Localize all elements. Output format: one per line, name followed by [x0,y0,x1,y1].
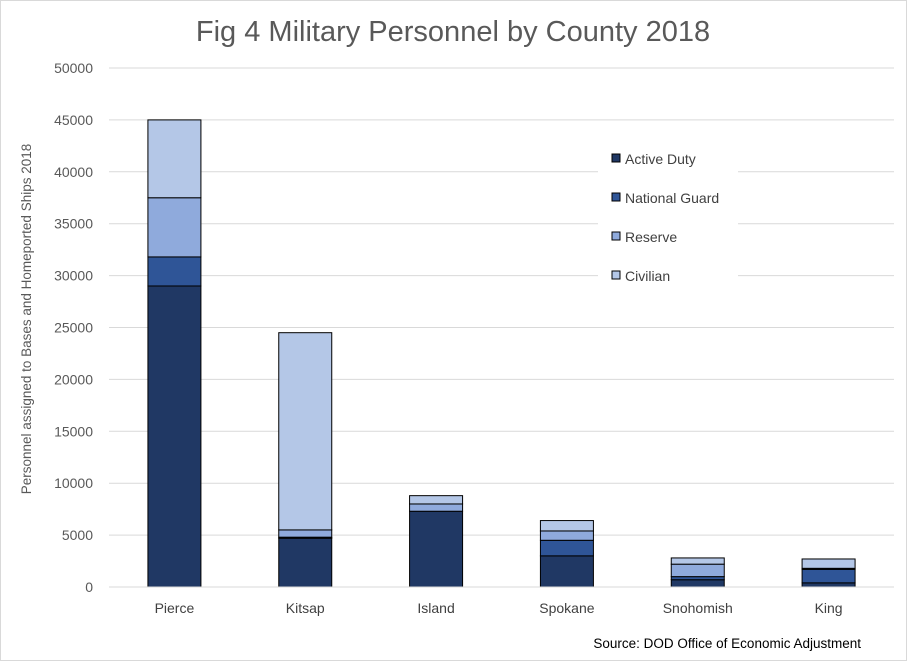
chart-title: Fig 4 Military Personnel by County 2018 [196,16,710,48]
bar-kitsap-civilian [278,332,333,531]
y-tick-label: 0 [85,579,93,595]
bar-kitsap-active-duty [278,537,333,588]
y-tick-label: 45000 [54,112,93,128]
y-tick-label: 10000 [54,475,93,491]
legend-label: Civilian [625,268,670,284]
y-tick-label: 20000 [54,371,93,387]
bars [147,119,856,588]
legend-swatch [611,153,621,163]
y-tick-label: 35000 [54,216,93,232]
category-label: Kitsap [286,600,325,616]
y-tick-label: 40000 [54,164,93,180]
bar-kitsap-reserve [278,529,333,538]
bar-spokane-active-duty [539,555,594,588]
bar-pierce-national-guard [147,256,202,287]
category-labels: Pierce Kitsap Island Spokane Snohomish King [155,600,843,616]
bar-spokane-reserve [539,530,594,541]
category-label: Snohomish [663,600,733,616]
y-tick-label: 30000 [54,268,93,284]
bar-spokane-civilian [539,520,594,532]
bar-pierce-reserve [147,197,202,258]
legend-label: Reserve [625,229,677,245]
category-label: King [815,600,843,616]
bar-snohomish-active-duty [670,579,725,588]
y-tick-label: 5000 [62,527,93,543]
legend: Active Duty National Guard Reserve Civilian [598,141,738,299]
legend-label: National Guard [625,190,719,206]
bar-snohomish-reserve [670,563,725,578]
category-label: Island [417,600,454,616]
bar-island-active-duty [409,510,464,588]
legend-box [598,141,738,299]
bar-snohomish-civilian [670,557,725,565]
legend-label: Active Duty [625,151,696,167]
y-tick-label: 15000 [54,423,93,439]
bar-king-national-guard [801,568,856,584]
y-axis-label: Personnel assigned to Bases and Homeport… [19,144,34,494]
bar-pierce-civilian [147,119,202,199]
bar-island-reserve [409,503,464,512]
bar-island-civilian [409,495,464,505]
bar-pierce-active-duty [147,285,202,588]
gridlines [109,67,894,536]
bar-king-active-duty [801,582,856,588]
y-tick-label: 25000 [54,320,93,336]
y-tick-labels: 0 5000 10000 15000 20000 25000 30000 35000 40000… [54,60,93,595]
bar-spokane-national-guard [539,539,594,557]
legend-swatch [611,192,621,202]
legend-swatch [611,231,621,241]
legend-swatch [611,270,621,280]
category-label: Pierce [155,600,195,616]
source-note: Source: DOD Office of Economic Adjustmen… [593,636,861,651]
bar-king-civilian [801,558,856,569]
category-label: Spokane [539,600,594,616]
y-tick-label: 50000 [54,60,93,76]
